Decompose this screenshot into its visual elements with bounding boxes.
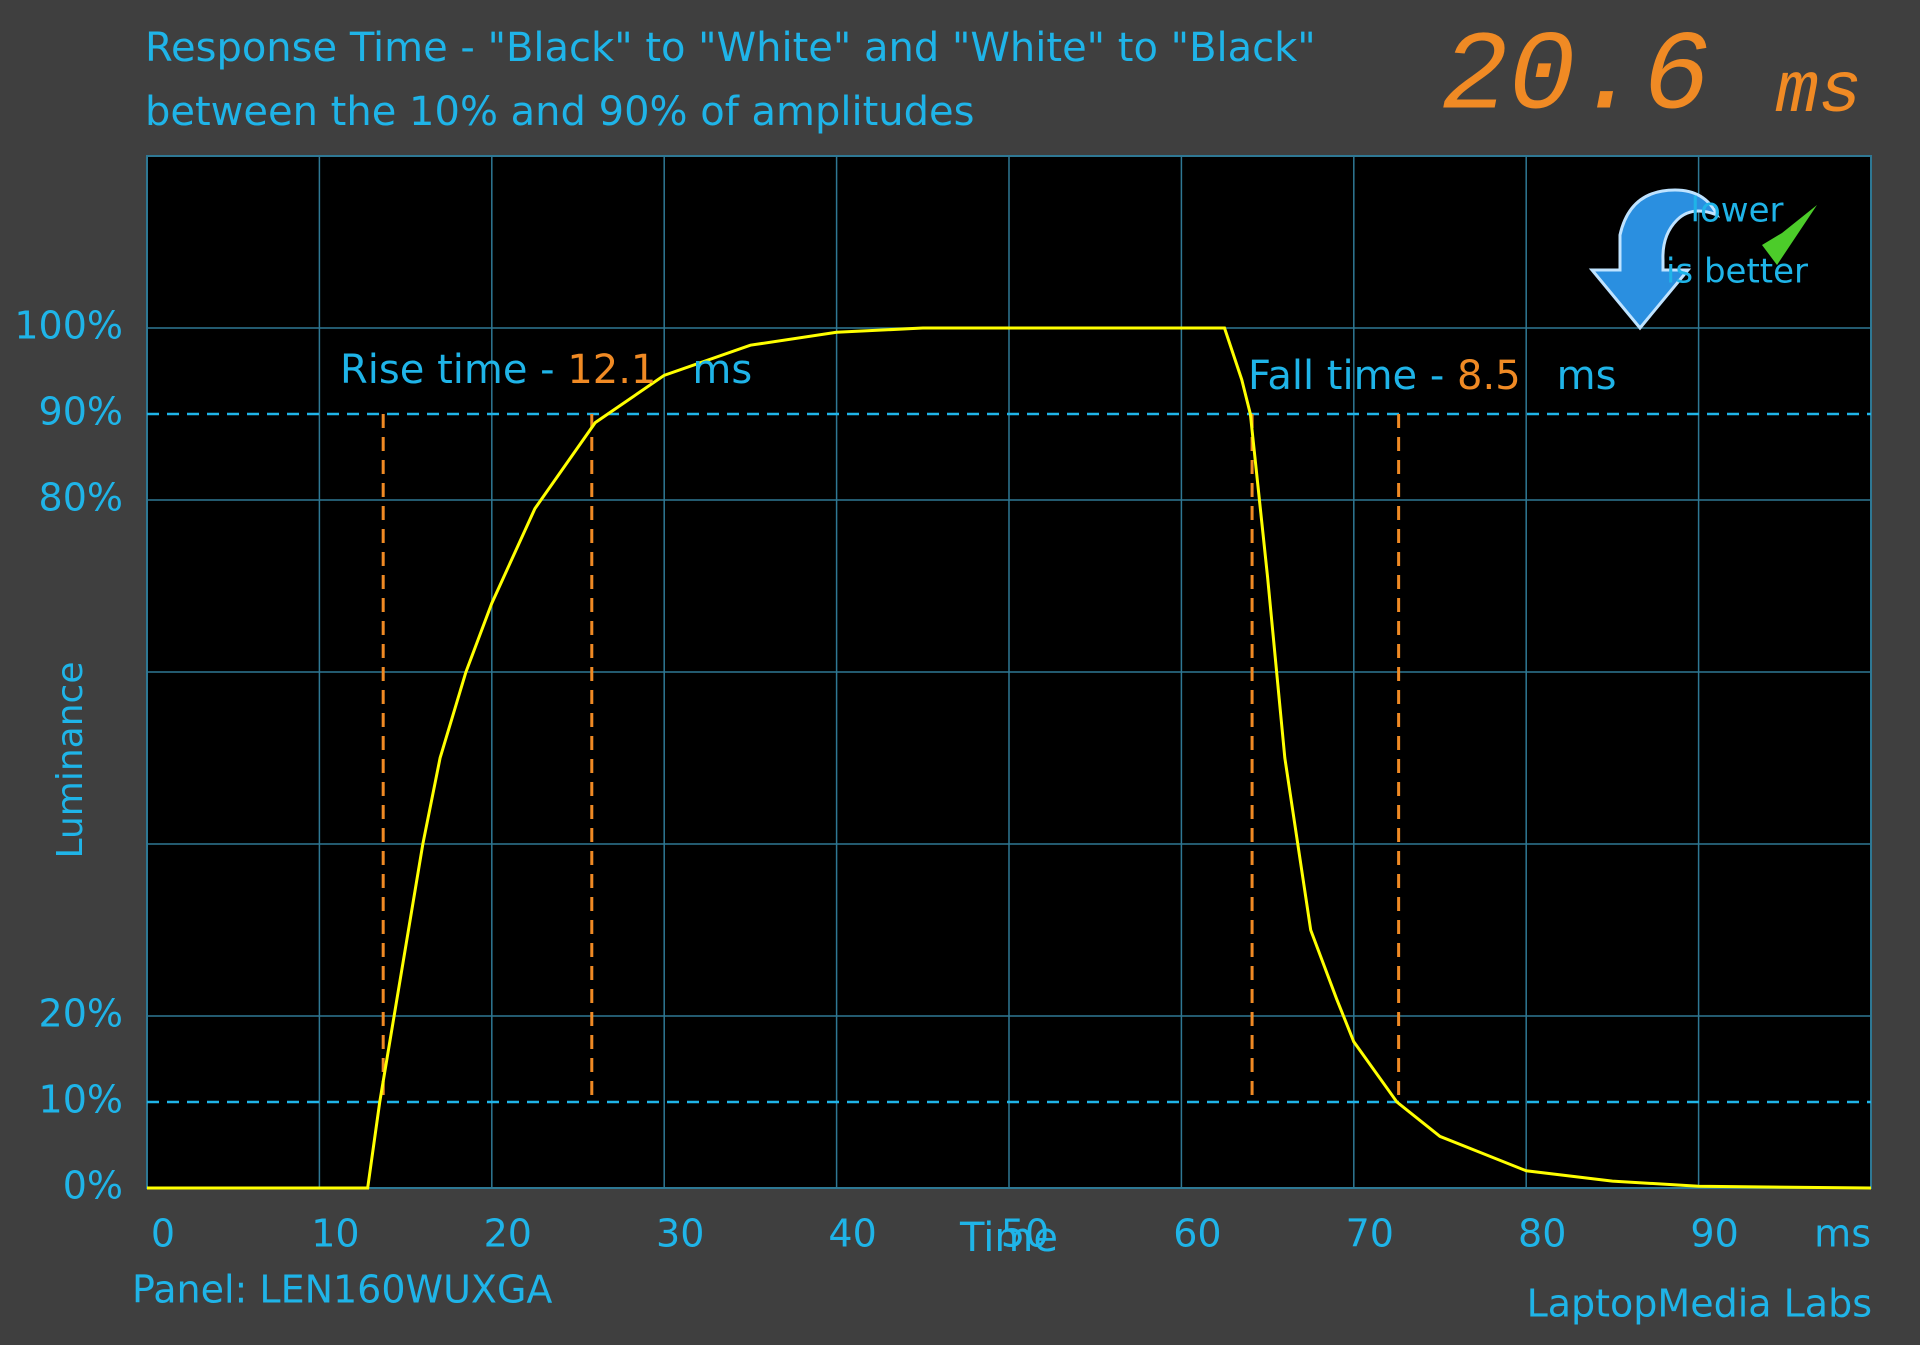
x-tick-label: 70 [1346,1212,1394,1256]
x-tick-label: 10 [311,1212,359,1256]
annotation-unit: ms [692,347,752,393]
x-tick-label: 50 [1001,1212,1049,1256]
rise-annotation: Rise time - 12.1 ms [340,347,752,393]
annotation-value: 12.1 [567,347,656,393]
chart-subtitle: between the 10% and 90% of amplitudes [145,89,975,135]
y-tick-label: 0% [63,1164,123,1208]
badge-text: is better [1666,252,1808,292]
line-series [147,326,1872,1190]
x-axis-title: Time [959,1215,1058,1261]
x-tick-label: 40 [828,1212,876,1256]
x-tick-label: 90 [1690,1212,1738,1256]
y-tick-label: 80% [39,476,123,520]
annotation-value: 8.5 [1457,353,1521,399]
fall-annotation: Fall time - 8.5 ms [1248,353,1616,399]
x-axis-unit: ms [1814,1212,1871,1256]
badge-arrow [1588,188,1721,331]
annotation-label: Fall time - [1248,353,1457,399]
result-value: 20.6 [1441,15,1710,142]
x-tick-label: 30 [656,1212,704,1256]
x-tick-label: 60 [1173,1212,1221,1256]
annotation-label: Rise time - [340,347,567,393]
x-tick-label: 0 [151,1212,175,1256]
y-tick-label: 90% [39,390,123,434]
panel-label: Panel: LEN160WUXGA [132,1268,552,1312]
annotation-unit: ms [1557,353,1617,399]
x-tick-label: 80 [1518,1212,1566,1256]
y-tick-label: 100% [14,304,123,348]
badge-check [1762,205,1817,265]
badge-text: lower [1691,191,1784,231]
credit: LaptopMedia Labs [1527,1282,1872,1326]
chart-title: Response Time - "Black" to "White" and "… [145,25,1316,71]
y-tick-label: 10% [39,1078,123,1122]
y-tick-label: 20% [39,992,123,1036]
x-tick-label: 20 [484,1212,532,1256]
result-unit: ms [1776,51,1862,133]
y-axis-title: Luminance [50,662,91,859]
